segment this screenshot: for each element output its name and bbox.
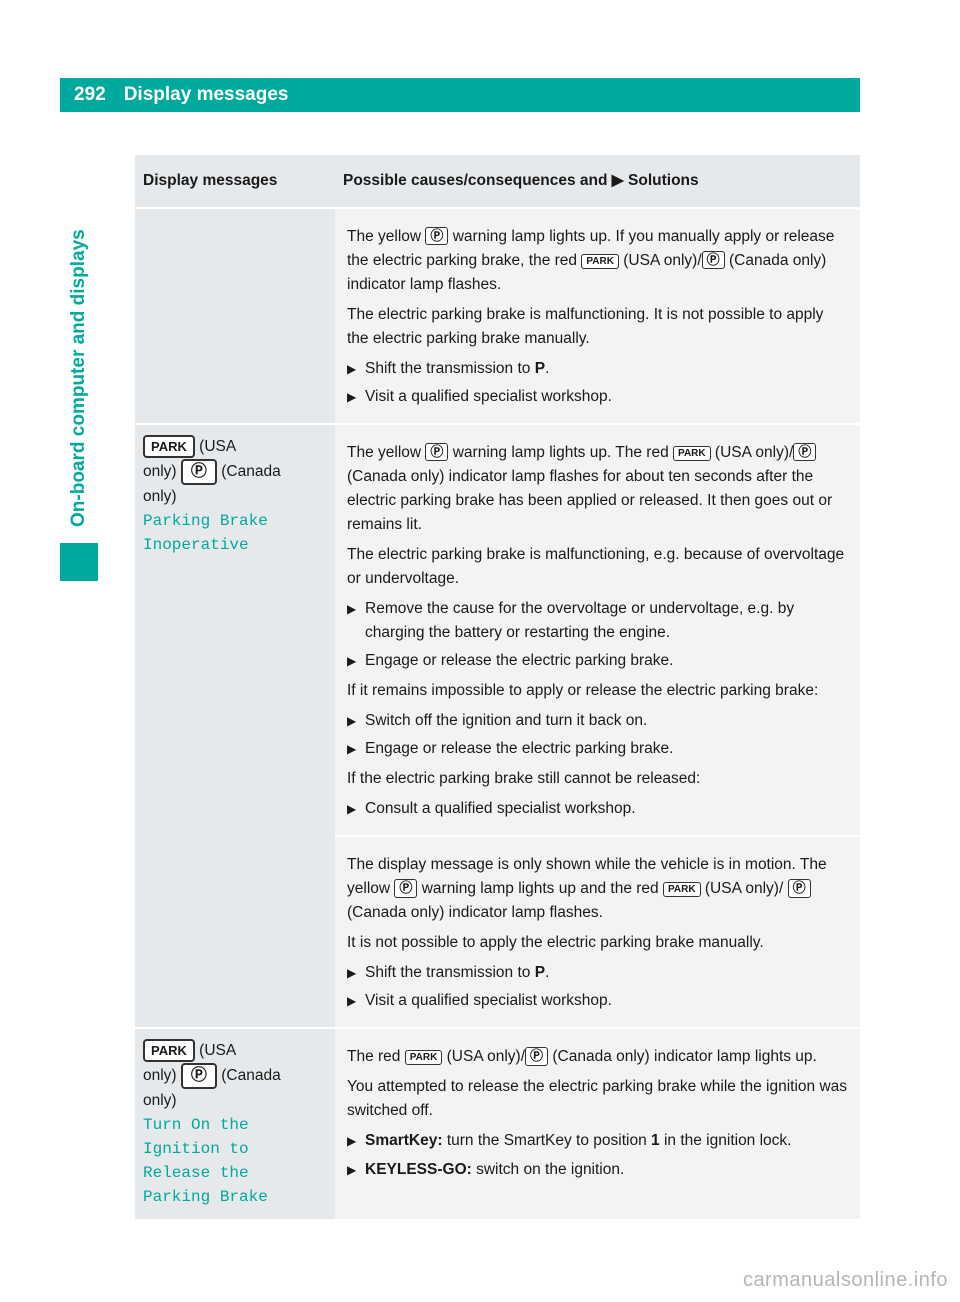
solution-cell: The yellow warning lamp lights up. If yo… bbox=[335, 208, 860, 424]
p-circle-icon bbox=[425, 443, 448, 461]
p-circle-icon: Ⓟ bbox=[181, 459, 217, 485]
arrow-icon: ▶ bbox=[347, 597, 365, 645]
solution-step: ▶Shift the transmission to P. bbox=[347, 961, 848, 985]
park-icon: PARK bbox=[581, 254, 619, 269]
message-label: PARK (USAonly) Ⓟ (Canadaonly) bbox=[143, 1039, 327, 1113]
paragraph: The yellow warning lamp lights up. If yo… bbox=[347, 225, 848, 297]
park-icon: PARK bbox=[673, 446, 711, 461]
arrow-icon: ▶ bbox=[347, 1129, 365, 1153]
paragraph: The yellow warning lamp lights up. The r… bbox=[347, 441, 848, 537]
paragraph: It is not possible to apply the electric… bbox=[347, 931, 848, 955]
paragraph: The electric parking brake is malfunctio… bbox=[347, 303, 848, 351]
park-icon: PARK bbox=[663, 882, 701, 897]
paragraph: If it remains impossible to apply or rel… bbox=[347, 679, 848, 703]
messages-table: Display messages Possible causes/consequ… bbox=[135, 155, 860, 1219]
arrow-icon: ▶ bbox=[347, 357, 365, 381]
p-circle-icon bbox=[788, 879, 811, 897]
p-circle-icon bbox=[525, 1047, 548, 1065]
park-icon: PARK bbox=[405, 1050, 443, 1065]
solution-step: ▶KEYLESS-GO: switch on the ignition. bbox=[347, 1158, 848, 1182]
paragraph: The red PARK (USA only)/ (Canada only) i… bbox=[347, 1045, 848, 1069]
solution-step: ▶Remove the cause for the overvoltage or… bbox=[347, 597, 848, 645]
park-icon: PARK bbox=[143, 435, 195, 458]
message-label: PARK (USAonly) Ⓟ (Canadaonly) bbox=[143, 435, 327, 509]
solution-step: ▶Switch off the ignition and turn it bac… bbox=[347, 709, 848, 733]
arrow-icon: ▶ bbox=[347, 385, 365, 409]
solution-step: ▶Consult a qualified specialist workshop… bbox=[347, 797, 848, 821]
arrow-icon: ▶ bbox=[347, 1158, 365, 1182]
paragraph: The display message is only shown while … bbox=[347, 853, 848, 925]
solution-cell: The yellow warning lamp lights up. The r… bbox=[335, 424, 860, 836]
p-circle-icon bbox=[425, 227, 448, 245]
arrow-icon: ▶ bbox=[347, 649, 365, 673]
solution-step: ▶Shift the transmission to P. bbox=[347, 357, 848, 381]
arrow-icon: ▶ bbox=[347, 797, 365, 821]
col-header-solutions: Possible causes/consequences and ▶ Solut… bbox=[335, 155, 860, 208]
message-cell bbox=[135, 208, 335, 424]
solution-cell: The display message is only shown while … bbox=[335, 836, 860, 1028]
paragraph: If the electric parking brake still cann… bbox=[347, 767, 848, 791]
display-message-text: Parking BrakeInoperative bbox=[143, 509, 327, 557]
col-header-messages: Display messages bbox=[135, 155, 335, 208]
watermark: carmanualsonline.info bbox=[743, 1269, 948, 1292]
section-tab-marker bbox=[60, 543, 98, 581]
solution-step: ▶SmartKey: turn the SmartKey to position… bbox=[347, 1129, 848, 1153]
page-header: 292 Display messages bbox=[60, 78, 860, 112]
message-cell: PARK (USAonly) Ⓟ (Canadaonly)Turn On the… bbox=[135, 1028, 335, 1219]
paragraph: The electric parking brake is malfunctio… bbox=[347, 543, 848, 591]
solution-step: ▶Visit a qualified specialist workshop. bbox=[347, 385, 848, 409]
content-area: Display messages Possible causes/consequ… bbox=[135, 155, 860, 1219]
section-tab-label: On-board computer and displays bbox=[68, 229, 90, 527]
header-title: Display messages bbox=[124, 84, 289, 106]
arrow-icon: ▶ bbox=[347, 737, 365, 761]
p-circle-icon bbox=[702, 251, 725, 269]
message-cell: PARK (USAonly) Ⓟ (Canadaonly)Parking Bra… bbox=[135, 424, 335, 1028]
solution-step: ▶Engage or release the electric parking … bbox=[347, 649, 848, 673]
solution-step: ▶Engage or release the electric parking … bbox=[347, 737, 848, 761]
p-circle-icon bbox=[394, 879, 417, 897]
page-number: 292 bbox=[74, 84, 106, 106]
arrow-icon: ▶ bbox=[347, 989, 365, 1013]
p-circle-icon: Ⓟ bbox=[181, 1063, 217, 1089]
solution-cell: The red PARK (USA only)/ (Canada only) i… bbox=[335, 1028, 860, 1219]
park-icon: PARK bbox=[143, 1039, 195, 1062]
p-circle-icon bbox=[793, 443, 816, 461]
paragraph: You attempted to release the electric pa… bbox=[347, 1075, 848, 1123]
arrow-icon: ▶ bbox=[347, 961, 365, 985]
display-message-text: Turn On theIgnition toRelease theParking… bbox=[143, 1113, 327, 1209]
solution-step: ▶Visit a qualified specialist workshop. bbox=[347, 989, 848, 1013]
arrow-icon: ▶ bbox=[347, 709, 365, 733]
